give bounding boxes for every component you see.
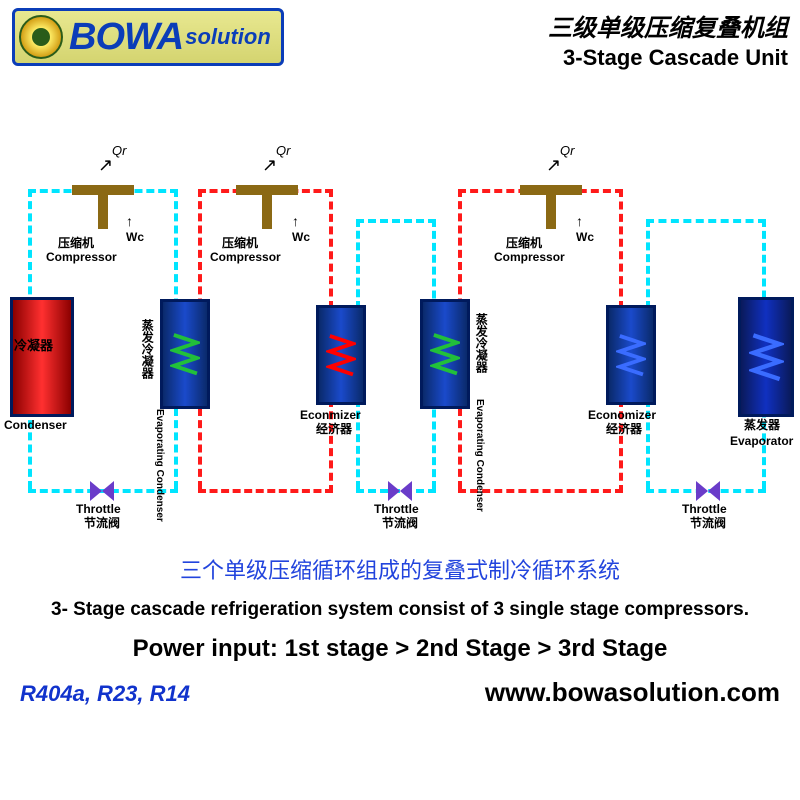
evap-condenser-1	[160, 299, 210, 409]
evap-label-cn: 蒸发器	[744, 419, 780, 432]
pipe	[646, 219, 766, 223]
qr-3: Qr	[560, 143, 574, 158]
pipe	[619, 189, 623, 309]
compressor-1-icon	[72, 185, 134, 229]
wc-3: Wc	[576, 231, 594, 244]
bottom-row: R404a, R23, R14 www.bowasolution.com	[0, 677, 800, 708]
header-titles: 三级单级压缩复叠机组 3-Stage Cascade Unit	[548, 8, 788, 71]
wc-2: Wc	[292, 231, 310, 244]
zigzag-icon	[430, 323, 461, 385]
arrow-icon: ↗	[262, 155, 277, 176]
throttle-1-en: Throttle	[76, 503, 121, 516]
description: 3- Stage cascade refrigeration system co…	[0, 599, 800, 621]
econ-1-label-cn: 经济器	[316, 423, 352, 436]
compressor-3-icon	[520, 185, 582, 229]
brand-suffix: solution	[185, 24, 271, 50]
arrow-icon: ↗	[546, 155, 561, 176]
logo-box: BOWA solution	[12, 8, 284, 66]
compressor-2-icon	[236, 185, 298, 229]
zigzag-icon	[749, 323, 784, 391]
arrow-icon: ↑	[126, 213, 133, 229]
economizer-2	[606, 305, 656, 405]
refrigerants: R404a, R23, R14	[20, 681, 190, 707]
title-en: 3-Stage Cascade Unit	[548, 45, 788, 71]
throttle-3-cn: 节流阀	[690, 517, 726, 530]
comp-3-label-en: Compressor	[494, 251, 565, 264]
comp-2-label-en: Compressor	[210, 251, 281, 264]
pipe	[356, 219, 436, 223]
evap-cond-2-label-en: Evaporating Condenser	[474, 399, 485, 512]
throttle-3-en: Throttle	[682, 503, 727, 516]
zigzag-icon	[616, 327, 647, 383]
qr-2: Qr	[276, 143, 290, 158]
evap-cond-2-label-cn: 蒸发冷凝器	[474, 313, 487, 373]
arrow-icon: ↗	[98, 155, 113, 176]
evap-condenser-2	[420, 299, 470, 409]
evap-label-en: Evaporator	[730, 435, 793, 448]
title-cn: 三级单级压缩复叠机组	[548, 8, 788, 43]
pipe	[329, 189, 333, 309]
evap-cond-1-label-cn: 蒸发冷凝器	[140, 319, 153, 379]
wc-1: Wc	[126, 231, 144, 244]
evaporator-box	[738, 297, 794, 417]
arrow-icon: ↑	[292, 213, 299, 229]
comp-2-label-cn: 压缩机	[222, 237, 258, 250]
throttle-2-en: Throttle	[374, 503, 419, 516]
cascade-diagram: 冷凝器 Condenser 蒸发冷凝器 Evaporating Condense…	[0, 119, 800, 559]
pipe	[198, 489, 333, 493]
pipe	[356, 219, 360, 309]
website-url: www.bowasolution.com	[485, 677, 780, 708]
condenser-label-en: Condenser	[4, 419, 67, 432]
condenser-label-cn: 冷凝器	[14, 339, 53, 353]
econ-2-label-en: Economizer	[588, 409, 656, 422]
brand-name: BOWA	[69, 16, 183, 59]
comp-1-label-en: Compressor	[46, 251, 117, 264]
econ-1-label-en: Econmizer	[300, 409, 361, 422]
econ-2-label-cn: 经济器	[606, 423, 642, 436]
arrow-icon: ↑	[576, 213, 583, 229]
comp-3-label-cn: 压缩机	[506, 237, 542, 250]
condenser-box	[10, 297, 74, 417]
logo-emblem-icon	[19, 15, 63, 59]
throttle-2-cn: 节流阀	[382, 517, 418, 530]
comp-1-label-cn: 压缩机	[58, 237, 94, 250]
zigzag-icon	[170, 323, 201, 385]
throttle-1-icon	[90, 481, 114, 501]
economizer-1	[316, 305, 366, 405]
power-line: Power input: 1st stage > 2nd Stage > 3rd…	[0, 635, 800, 663]
zigzag-icon	[326, 327, 357, 383]
header: BOWA solution 三级单级压缩复叠机组 3-Stage Cascade…	[0, 0, 800, 79]
throttle-1-cn: 节流阀	[84, 517, 120, 530]
evap-cond-1-label-en: Evaporating Condenser	[154, 409, 165, 522]
throttle-2-icon	[388, 481, 412, 501]
throttle-3-icon	[696, 481, 720, 501]
pipe	[646, 219, 650, 309]
qr-1: Qr	[112, 143, 126, 158]
